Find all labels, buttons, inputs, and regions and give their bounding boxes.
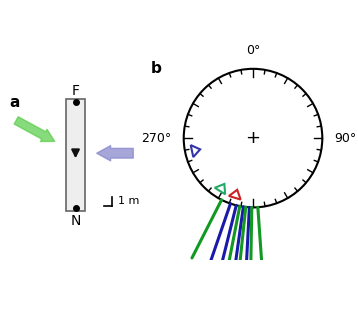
FancyArrowPatch shape bbox=[14, 117, 55, 141]
Text: a: a bbox=[10, 95, 20, 110]
Text: +: + bbox=[246, 129, 261, 147]
Text: N: N bbox=[70, 214, 81, 228]
Text: 0°: 0° bbox=[246, 44, 260, 57]
Bar bbox=[66, 99, 85, 211]
Text: 270°: 270° bbox=[141, 132, 171, 145]
Text: b: b bbox=[151, 61, 162, 76]
Text: 90°: 90° bbox=[334, 132, 357, 145]
Text: F: F bbox=[72, 84, 79, 98]
Text: 1 m: 1 m bbox=[118, 196, 139, 206]
FancyArrowPatch shape bbox=[97, 146, 133, 161]
